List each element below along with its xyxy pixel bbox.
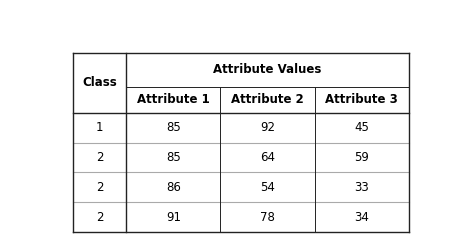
Text: 2: 2 — [96, 151, 103, 164]
Text: 85: 85 — [166, 151, 181, 164]
Text: Attribute Values: Attribute Values — [213, 64, 322, 76]
Text: 86: 86 — [166, 181, 181, 194]
Text: 64: 64 — [260, 151, 275, 164]
Text: Attribute 3: Attribute 3 — [325, 93, 398, 106]
Text: Attribute 1: Attribute 1 — [137, 93, 210, 106]
Text: 92: 92 — [260, 121, 275, 134]
Text: 2: 2 — [96, 181, 103, 194]
Text: 45: 45 — [354, 121, 369, 134]
Text: 85: 85 — [166, 121, 181, 134]
Text: 54: 54 — [260, 181, 275, 194]
Text: Attribute 2: Attribute 2 — [231, 93, 304, 106]
Text: 91: 91 — [166, 211, 181, 224]
Text: 34: 34 — [354, 211, 369, 224]
Text: 2: 2 — [96, 211, 103, 224]
Text: Class: Class — [82, 76, 117, 90]
Text: 78: 78 — [260, 211, 275, 224]
Text: 59: 59 — [354, 151, 369, 164]
Text: 1: 1 — [96, 121, 103, 134]
Text: 33: 33 — [354, 181, 369, 194]
